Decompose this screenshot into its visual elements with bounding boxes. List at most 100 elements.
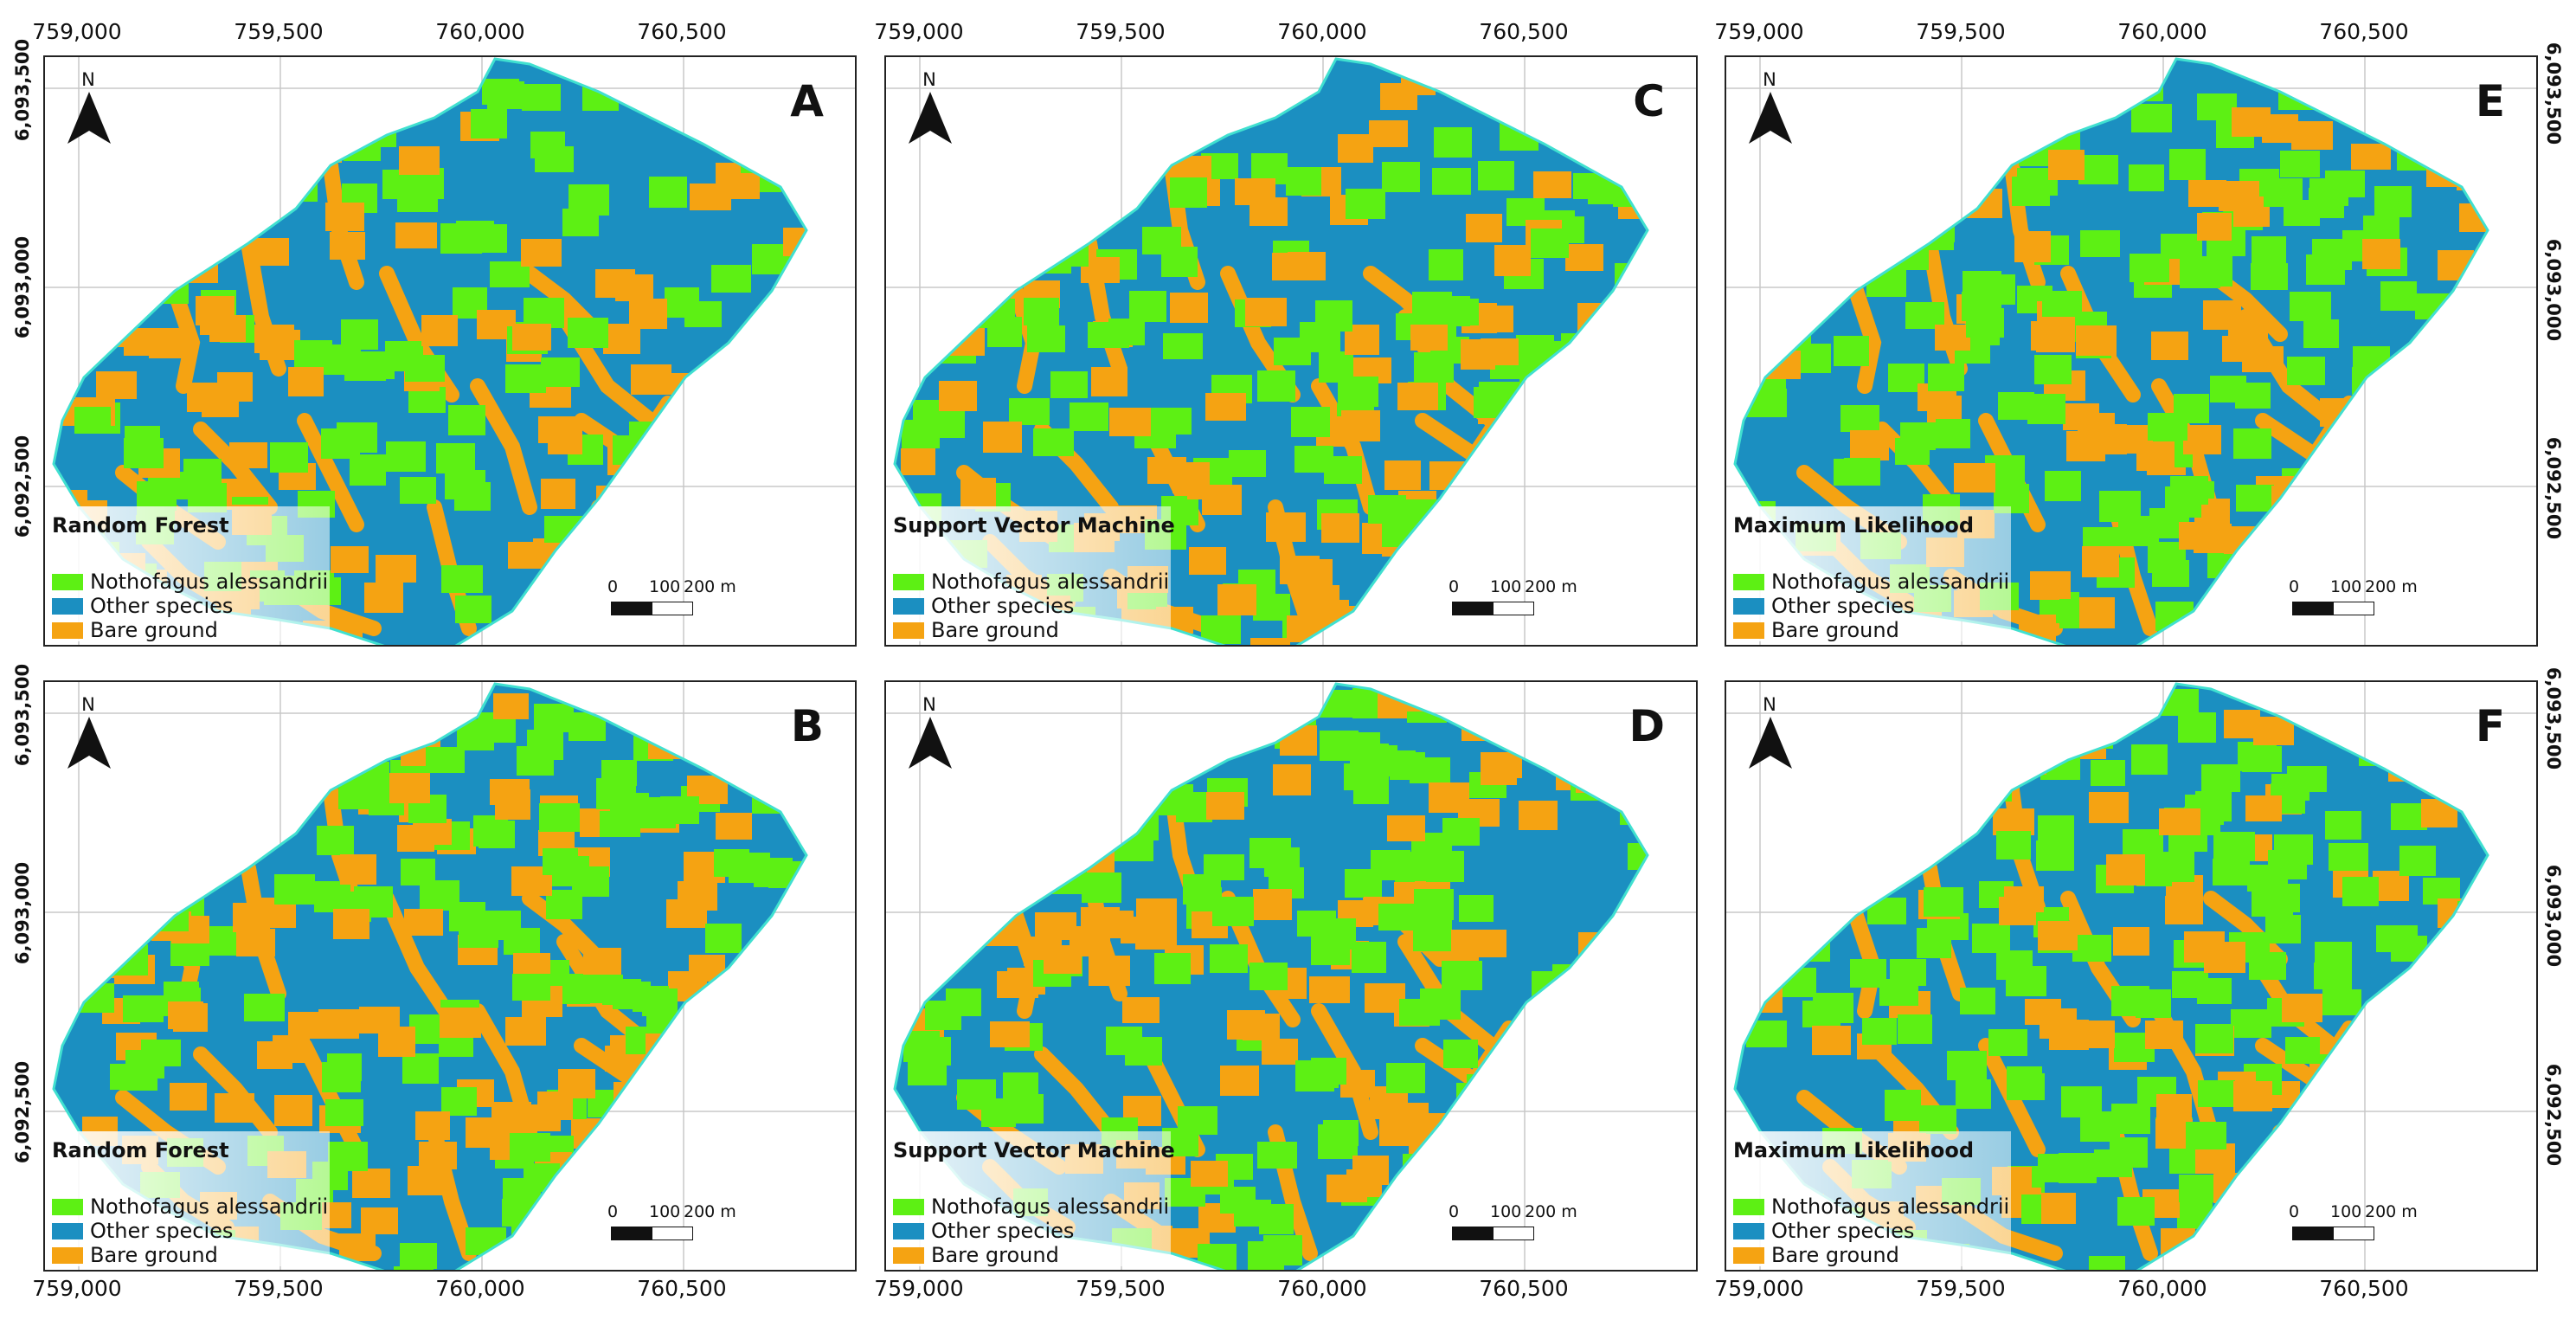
nothofagus-patch [1881, 158, 1920, 185]
bare-ground-patch [274, 1095, 312, 1126]
bare-ground-patch [2165, 896, 2203, 924]
nothofagus-patch [1007, 1094, 1044, 1124]
nothofagus-patch [2415, 959, 2456, 989]
nothofagus-patch [760, 309, 800, 339]
nothofagus-patch [689, 1082, 730, 1111]
nothofagus-patch [649, 177, 687, 208]
nothofagus-patch [541, 357, 580, 387]
nothofagus-patch [1073, 71, 1108, 101]
nothofagus-patch [2397, 141, 2435, 171]
bare-ground-patch [1410, 325, 1448, 351]
nothofagus-patch [1833, 776, 1867, 804]
bare-ground-patch [583, 948, 621, 978]
bare-ground-patch [495, 789, 530, 820]
bare-ground-patch [1776, 261, 1815, 289]
nothofagus-patch [1080, 686, 1121, 715]
nothofagus-patch [522, 1217, 556, 1246]
bare-ground-patch [2161, 1228, 2195, 1255]
nothofagus-patch [1589, 1169, 1626, 1199]
bare-ground-patch [778, 467, 806, 497]
bare-ground-patch [697, 1131, 734, 1162]
nothofagus-patch [436, 443, 475, 473]
y-tick-label: 6,092,500 [12, 435, 33, 538]
bare-ground-patch [672, 454, 711, 486]
nothofagus-patch [754, 332, 791, 359]
nothofagus-patch [317, 826, 354, 855]
nothofagus-patch [2265, 915, 2301, 943]
nothofagus-patch [191, 815, 231, 844]
bare-ground-patch [928, 184, 966, 214]
bare-ground-patch [2371, 620, 2408, 645]
bare-ground-patch [288, 367, 324, 396]
bare-ground-patch [1288, 252, 1326, 280]
nothofagus-patch [2195, 791, 2232, 821]
bare-ground-patch [1266, 695, 1301, 724]
bare-ground-patch [629, 299, 667, 329]
north-arrow-icon [1749, 92, 1792, 144]
nothofagus-patch [1554, 1159, 1594, 1188]
nothofagus-patch [1938, 132, 1979, 162]
nothofagus-patch [2380, 281, 2417, 311]
nothofagus-patch [1455, 1117, 1495, 1145]
legend-swatch [52, 621, 83, 639]
bare-ground-patch [419, 1271, 455, 1272]
bare-ground-patch [2224, 710, 2260, 738]
bare-ground-patch [56, 901, 94, 929]
nothofagus-patch [54, 960, 93, 990]
bare-ground-patch [2463, 131, 2488, 158]
bare-ground-patch [1565, 244, 1603, 271]
nothofagus-patch [1249, 963, 1288, 990]
bare-ground-patch [1850, 838, 1891, 866]
nothofagus-patch [1015, 148, 1053, 176]
bare-ground-patch [2072, 732, 2106, 759]
bare-ground-patch [2030, 571, 2071, 600]
scale-segment [611, 602, 652, 615]
nothofagus-patch [1368, 495, 1406, 524]
bare-ground-patch [790, 1182, 806, 1210]
legend-item: Other species [893, 1218, 1074, 1243]
legend-item: Bare ground [52, 1242, 218, 1267]
bare-ground-patch [1583, 960, 1621, 988]
bare-ground-patch [1245, 298, 1287, 326]
nothofagus-patch [1960, 988, 1995, 1014]
x-tick-label: 759,500 [234, 19, 324, 44]
y-tick-label: 6,093,500 [12, 663, 33, 767]
bare-ground-patch [521, 239, 562, 267]
bare-ground-patch [2393, 992, 2429, 1021]
nothofagus-patch [2476, 523, 2488, 553]
bare-ground-patch [648, 732, 686, 759]
nothofagus-patch [1589, 1044, 1628, 1072]
x-tick-label: 760,500 [2319, 19, 2409, 44]
nothofagus-patch [1110, 799, 1147, 825]
nothofagus-patch [919, 1269, 957, 1270]
nothofagus-patch [1414, 889, 1454, 920]
bare-ground-patch [2419, 756, 2454, 786]
nothofagus-patch [124, 438, 164, 468]
nothofagus-patch [1378, 904, 1416, 930]
bare-ground-patch [1601, 360, 1641, 390]
map-panel-a: A N Random Forest Nothofagus alessandrii Oth… [43, 55, 857, 647]
nothofagus-patch [326, 707, 367, 737]
bare-ground-patch [1191, 1161, 1228, 1187]
bare-ground-patch [1579, 626, 1616, 645]
nothofagus-patch [1198, 1244, 1237, 1270]
nothofagus-patch [235, 67, 273, 97]
scale-tick-label: 0 [607, 577, 619, 596]
nothofagus-patch [2177, 1199, 2213, 1229]
north-label: N [922, 694, 936, 715]
nothofagus-patch [2470, 315, 2488, 343]
nothofagus-patch [761, 402, 800, 429]
nothofagus-patch [1300, 322, 1340, 352]
nothofagus-patch [1412, 292, 1452, 319]
legend-item: Other species [1733, 1218, 1914, 1243]
nothofagus-patch [123, 995, 164, 1022]
nothofagus-patch [2118, 516, 2159, 546]
nothofagus-patch [327, 1053, 362, 1081]
bare-ground-patch [1419, 1246, 1457, 1270]
y-tick-label: 6,092,500 [12, 1060, 33, 1164]
nothofagus-patch [2461, 282, 2488, 310]
bare-ground-patch [2426, 159, 2466, 187]
bare-ground-patch [591, 499, 641, 550]
x-tick-label: 759,000 [1714, 1276, 1804, 1301]
north-label: N [1763, 694, 1776, 715]
